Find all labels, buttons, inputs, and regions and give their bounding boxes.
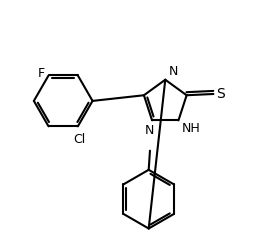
Text: N: N	[168, 65, 178, 78]
Text: NH: NH	[182, 122, 200, 135]
Text: S: S	[216, 87, 225, 101]
Text: N: N	[144, 124, 154, 137]
Text: Cl: Cl	[73, 133, 85, 146]
Text: F: F	[38, 67, 45, 80]
